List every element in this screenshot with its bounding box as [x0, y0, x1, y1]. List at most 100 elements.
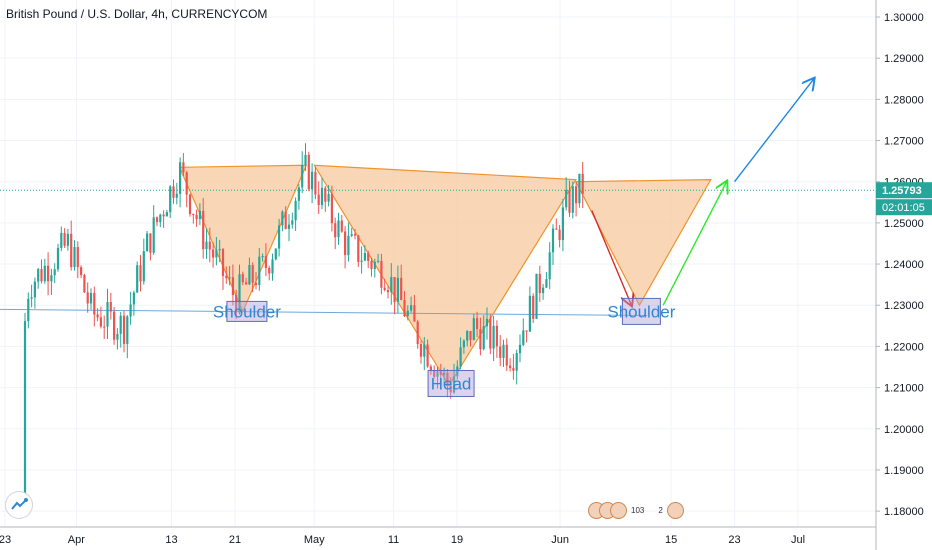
candle-body: [433, 370, 436, 377]
grid: [0, 0, 876, 527]
left-shoulder-triangle: [178, 164, 308, 313]
candle-body: [472, 318, 475, 340]
candle-body: [492, 325, 495, 349]
candle-body: [386, 289, 390, 293]
candle-body: [274, 248, 277, 260]
candles: [23, 143, 584, 513]
candle-body: [132, 292, 135, 305]
candle-body: [436, 371, 439, 377]
pattern-layer: [0, 164, 876, 387]
candle-body: [482, 326, 485, 350]
time-tick-label: 23: [0, 534, 11, 546]
time-tick-label: May: [304, 534, 325, 546]
candle-body: [96, 314, 99, 318]
candle-body: [419, 344, 423, 357]
candle-body: [363, 252, 366, 261]
candle-body: [297, 187, 300, 201]
candle-body: [254, 282, 258, 286]
candle-body: [60, 232, 63, 248]
symbol-title: British Pound / U.S. Dollar, 4h, CURRENC…: [6, 7, 268, 21]
candle-body: [23, 321, 27, 512]
candle-body: [532, 295, 535, 319]
candle-body: [396, 277, 399, 303]
candle-body: [33, 281, 36, 298]
candle-body: [228, 277, 231, 279]
time-tick-label: 15: [665, 534, 677, 546]
candle-body: [393, 276, 396, 303]
left-shoulder-box: [226, 300, 268, 322]
candle-body: [40, 269, 43, 282]
candle-body: [377, 260, 380, 262]
candle-body: [99, 317, 102, 327]
candle-body: [301, 164, 304, 188]
time-tick-label: 21: [229, 534, 241, 546]
candle-body: [545, 279, 548, 288]
candle-body: [218, 249, 221, 251]
candle-body: [410, 305, 413, 311]
candle-body: [175, 193, 178, 198]
candle-body: [291, 220, 294, 225]
candle-body: [370, 260, 373, 270]
economic-events[interactable]: 103 2: [588, 500, 684, 520]
candle-body: [76, 247, 79, 268]
candle-body: [122, 315, 126, 344]
candle-body: [406, 310, 409, 317]
candle-body: [119, 315, 122, 334]
candle-body: [443, 372, 446, 376]
candle-body: [522, 330, 525, 345]
candle-body: [155, 217, 159, 223]
candle-body: [261, 256, 264, 258]
candle-body: [535, 273, 538, 319]
candle-body: [311, 171, 314, 190]
candle-body: [30, 297, 33, 299]
candle-body: [268, 267, 271, 274]
candle-body: [327, 193, 330, 202]
candle-body: [528, 295, 531, 332]
candle-body: [538, 273, 541, 294]
time-tick-label: Apr: [68, 534, 85, 546]
uk-flag-icon[interactable]: [666, 501, 684, 519]
candle-body: [555, 228, 558, 230]
candle-body: [136, 265, 139, 293]
candle-body: [179, 162, 182, 194]
candle-body: [172, 186, 175, 198]
tradingview-logo-icon[interactable]: [6, 492, 32, 518]
candle-body: [205, 241, 208, 250]
candle-body: [86, 292, 89, 304]
candle-body: [429, 366, 432, 371]
candle-body: [159, 214, 162, 223]
candle-body: [89, 292, 93, 304]
candle-body: [63, 232, 66, 246]
candle-body: [182, 162, 185, 173]
event-count: 103: [631, 505, 645, 515]
candle-body: [416, 321, 419, 345]
event-icon[interactable]: [610, 501, 627, 519]
candle-body: [238, 274, 241, 313]
candle-body: [294, 200, 297, 221]
candle-body: [70, 233, 73, 268]
drawings: Shoulder Head Shoulder: [213, 79, 814, 397]
candle-body: [56, 247, 60, 270]
price-tick-label: 1.20000: [884, 424, 924, 436]
candle-body: [314, 171, 317, 195]
price-tick-label: 1.29000: [884, 53, 924, 65]
price-axis: 1.300001.290001.280001.270001.260001.250…: [875, 0, 932, 550]
candle-body: [278, 225, 281, 249]
candle-body: [413, 305, 416, 322]
candle-body: [542, 287, 545, 294]
candle-body: [330, 193, 333, 224]
candle-body: [106, 302, 109, 327]
candle-body: [367, 252, 370, 261]
candle-body: [109, 302, 112, 312]
candle-body: [561, 207, 564, 241]
candle-body: [479, 329, 482, 350]
candle-body: [373, 261, 376, 270]
candle-body: [188, 194, 192, 214]
candle-body: [162, 214, 165, 217]
candle-body: [307, 154, 310, 190]
head-box: [427, 369, 475, 397]
candle-body: [251, 264, 254, 283]
left-shoulder-label: Shoulder: [213, 302, 281, 321]
